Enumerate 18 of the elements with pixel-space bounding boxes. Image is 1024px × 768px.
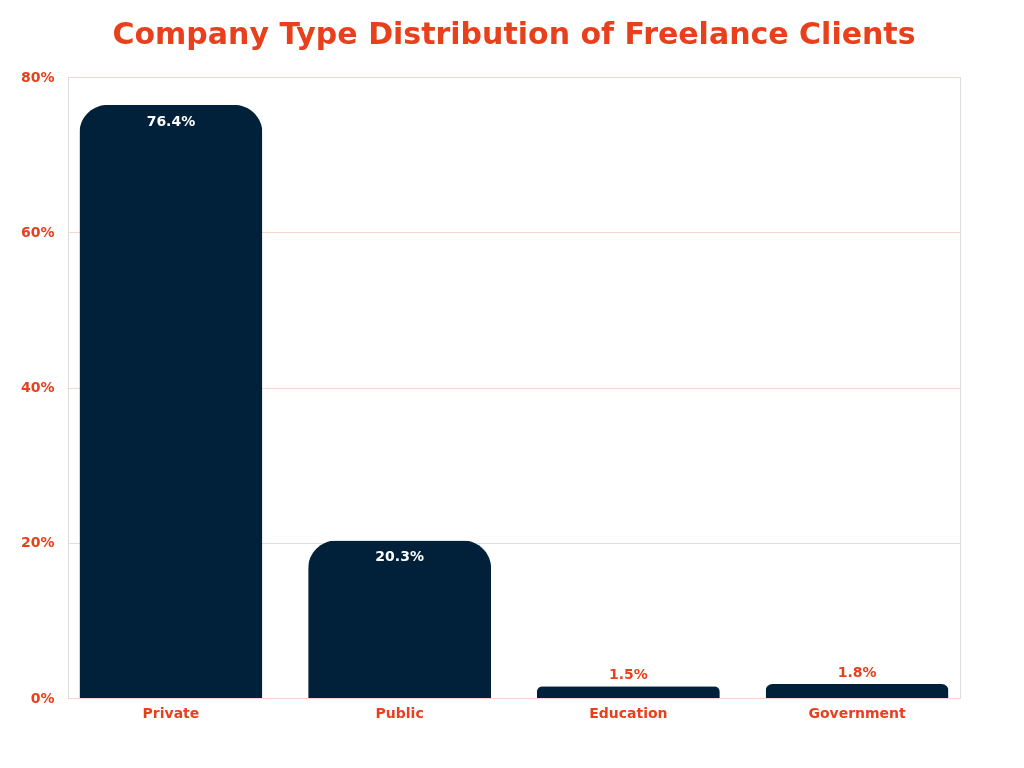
bar bbox=[536, 686, 720, 698]
bar bbox=[79, 104, 263, 698]
bar bbox=[308, 540, 492, 698]
x-tick-label: Education bbox=[589, 704, 668, 721]
y-tick-label: 80% bbox=[20, 68, 55, 85]
x-tick-label: Private bbox=[142, 704, 200, 721]
bar bbox=[765, 684, 949, 698]
data-label: 1.8% bbox=[837, 664, 877, 681]
data-label: 20.3% bbox=[375, 548, 424, 565]
chart-title: Company Type Distribution of Freelance Clients bbox=[112, 16, 916, 51]
y-tick-label: 40% bbox=[20, 379, 55, 395]
y-tick-label: 20% bbox=[20, 534, 55, 551]
data-label: 76.4% bbox=[146, 112, 196, 129]
x-tick-label: Government bbox=[808, 704, 907, 721]
y-tick-label: 0% bbox=[30, 689, 55, 706]
y-tick-label: 60% bbox=[20, 223, 55, 240]
x-tick-label: Public bbox=[375, 704, 424, 721]
data-label: 1.5% bbox=[608, 666, 648, 683]
